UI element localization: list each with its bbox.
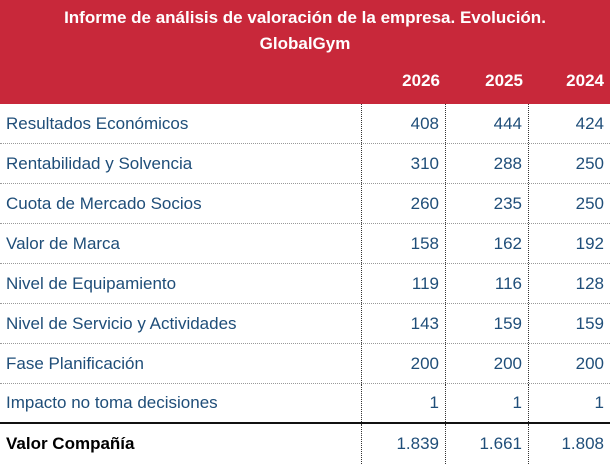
row-label: Valor de Marca <box>0 224 362 263</box>
year-header-row: 2026 2025 2024 <box>0 57 610 104</box>
table-row: Fase Planificación 200 200 200 <box>0 344 610 384</box>
row-value-2025: 235 <box>446 184 529 223</box>
row-value-2025: 116 <box>446 264 529 303</box>
total-value-2025: 1.661 <box>446 424 529 464</box>
row-value-2025: 444 <box>446 104 529 143</box>
report-table-body: Resultados Económicos 408 444 424 Rentab… <box>0 104 610 464</box>
row-value-2026: 1 <box>362 384 446 422</box>
row-value-2025: 162 <box>446 224 529 263</box>
row-label: Rentabilidad y Solvencia <box>0 144 362 183</box>
table-row: Rentabilidad y Solvencia 310 288 250 <box>0 144 610 184</box>
table-row: Cuota de Mercado Socios 260 235 250 <box>0 184 610 224</box>
row-value-2024: 250 <box>575 193 604 213</box>
row-label: Resultados Económicos <box>0 104 362 143</box>
row-value-2024: 192 <box>575 233 604 253</box>
row-value-2026: 408 <box>362 104 446 143</box>
report-title-line1: Informe de análisis de valoración de la … <box>64 8 546 27</box>
total-value-2026: 1.839 <box>362 424 446 464</box>
table-row: Impacto no toma decisiones 1 1 1 <box>0 384 610 424</box>
row-value-2026: 119 <box>362 264 446 303</box>
row-label: Cuota de Mercado Socios <box>0 184 362 223</box>
row-value-2025: 288 <box>446 144 529 183</box>
row-value-2024: 159 <box>575 313 604 333</box>
row-value-2024: 424 <box>575 113 604 133</box>
row-label: Nivel de Servicio y Actividades <box>0 304 362 343</box>
row-value-2024: 128 <box>575 273 604 293</box>
row-value-2026: 200 <box>362 344 446 383</box>
total-row: Valor Compañía 1.839 1.661 1.808 <box>0 424 610 464</box>
row-value-2025: 1 <box>446 384 529 422</box>
row-value-2025: 159 <box>446 304 529 343</box>
total-label: Valor Compañía <box>0 424 362 464</box>
year-header-2026: 2026 <box>402 70 440 90</box>
row-value-2026: 310 <box>362 144 446 183</box>
row-value-2025: 200 <box>446 344 529 383</box>
report-title: Informe de análisis de valoración de la … <box>0 0 610 57</box>
row-label: Nivel de Equipamiento <box>0 264 362 303</box>
table-row: Resultados Económicos 408 444 424 <box>0 104 610 144</box>
table-row: Nivel de Equipamiento 119 116 128 <box>0 264 610 304</box>
report-title-company: GlobalGym <box>259 34 351 53</box>
row-value-2026: 260 <box>362 184 446 223</box>
year-header-2024: 2024 <box>566 70 604 90</box>
row-label: Fase Planificación <box>0 344 362 383</box>
row-value-2024: 1 <box>594 393 604 412</box>
year-header-2025: 2025 <box>485 70 523 90</box>
row-value-2026: 143 <box>362 304 446 343</box>
row-value-2026: 158 <box>362 224 446 263</box>
row-value-2024: 200 <box>575 353 604 373</box>
table-row: Nivel de Servicio y Actividades 143 159 … <box>0 304 610 344</box>
report-header: Informe de análisis de valoración de la … <box>0 0 610 104</box>
row-value-2024: 250 <box>575 153 604 173</box>
row-label: Impacto no toma decisiones <box>0 384 362 422</box>
total-value-2024: 1.808 <box>561 434 604 453</box>
table-row: Valor de Marca 158 162 192 <box>0 224 610 264</box>
